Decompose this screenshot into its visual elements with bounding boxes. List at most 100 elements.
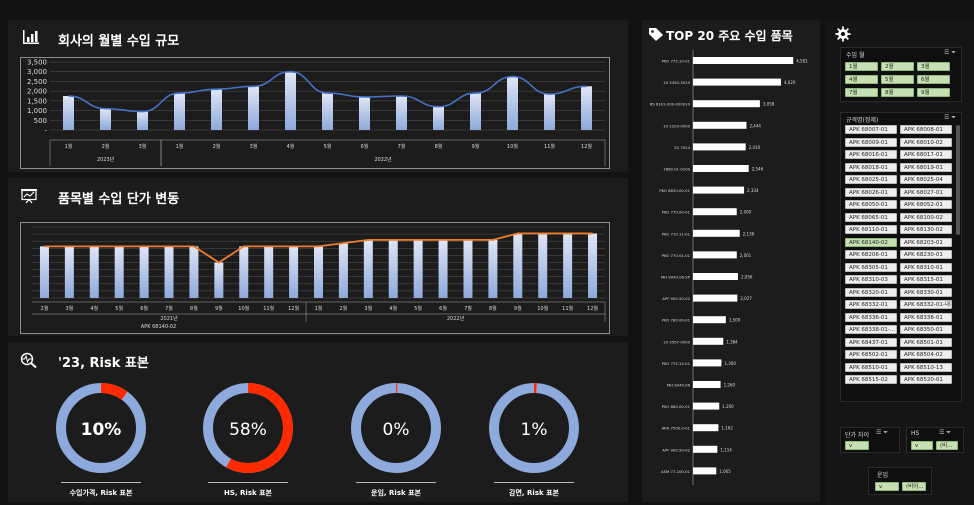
filter-icon[interactable]: ☰ ⏷: [876, 429, 889, 436]
hs-slicer[interactable]: HS ☰ ⏷ v (비...: [906, 427, 964, 453]
donut-caption: HS, Risk 표본: [224, 489, 272, 497]
hs-option[interactable]: (비...: [936, 441, 958, 450]
month-option[interactable]: 6월: [917, 75, 950, 84]
x-tick-label: 11월: [544, 143, 555, 150]
spec-option[interactable]: APK 68310-01: [900, 262, 952, 272]
month-option[interactable]: 7월: [845, 88, 878, 97]
spec-option[interactable]: APK 68501-01: [900, 337, 952, 347]
donut-chart: 0%: [351, 383, 441, 473]
x-tick-label: 4월: [389, 305, 397, 312]
x-tick-label: 5월: [414, 305, 422, 312]
spec-option[interactable]: APK 68310-03: [845, 275, 897, 284]
bar: [363, 239, 373, 298]
spec-option[interactable]: APK 68350-01: [900, 325, 952, 334]
spec-option[interactable]: APK 68007-01: [845, 125, 897, 134]
spec-option[interactable]: APK 68502-01: [845, 350, 897, 359]
month-option[interactable]: 8월: [881, 88, 914, 97]
spec-option[interactable]: APK 68336-01: [845, 312, 897, 322]
bar: [64, 246, 74, 298]
price-diff-slicer[interactable]: 단가 차이 ☰ ⏷ v: [840, 427, 900, 453]
bar: [693, 402, 720, 410]
bar: [114, 246, 124, 298]
bar: [588, 233, 598, 298]
donut-value: 10%: [81, 420, 122, 440]
spec-option[interactable]: APK 68110-01: [845, 225, 897, 234]
spec-option[interactable]: APK 68027-01: [900, 187, 952, 197]
spec-option[interactable]: APK 68203-01: [900, 237, 952, 247]
data-label: 2,001: [740, 253, 752, 258]
spec-option[interactable]: APK 68320-01: [845, 287, 897, 297]
x-tick-label: 4월: [90, 305, 98, 312]
filter-icon[interactable]: ☰ ⏷: [944, 114, 957, 121]
month-option[interactable]: 4월: [845, 75, 878, 84]
spec-option[interactable]: APK 68016-01: [845, 150, 897, 159]
spec-option[interactable]: APK 68437-01: [845, 337, 897, 347]
bar: [338, 243, 348, 298]
spec-option[interactable]: APK 68315-01: [900, 275, 952, 284]
spec-option[interactable]: APK 68230-01: [900, 250, 952, 259]
data-label: 4,020: [784, 80, 796, 85]
freight-slicer-title: 운임: [877, 472, 889, 479]
bar: [693, 316, 726, 324]
risk-sample-panel: [8, 342, 628, 502]
spec-option[interactable]: APK 68510-01: [845, 362, 897, 372]
month-option[interactable]: 3월: [917, 62, 950, 71]
spec-option[interactable]: APK 68332-01-내부: [900, 300, 952, 309]
bar: [693, 57, 794, 64]
spec-option[interactable]: APK 68504-02: [900, 350, 952, 359]
freight-option[interactable]: v: [875, 482, 899, 491]
x-tick-label: 3월: [139, 143, 147, 150]
spec-option[interactable]: APK 68100-02: [900, 212, 952, 222]
hs-option[interactable]: v: [911, 441, 933, 450]
spec-option[interactable]: APK 68130-02: [900, 225, 952, 234]
spec-option[interactable]: APK 68332-01: [845, 300, 897, 309]
month-option[interactable]: 1월: [845, 62, 878, 71]
spec-option[interactable]: APK 68026-01: [845, 187, 897, 197]
spec-option[interactable]: APK 68018-01: [845, 162, 897, 172]
filter-icon[interactable]: ☰ ⏷: [944, 49, 957, 56]
freight-slicer[interactable]: 운임 v (비어...: [868, 467, 932, 495]
x-tick-label: 2월: [340, 305, 348, 312]
spec-option[interactable]: APK 68520-01: [900, 375, 952, 384]
spec-option[interactable]: APK 68025-04: [900, 175, 952, 184]
category-label: ASM 77.200-01: [661, 469, 691, 474]
spec-option[interactable]: APK 68140-02: [845, 237, 897, 247]
filter-icon[interactable]: ☰ ⏷: [939, 429, 952, 436]
spec-option[interactable]: APK 68330-01: [900, 287, 952, 297]
x-tick-label: 7월: [464, 305, 472, 312]
spec-slicer[interactable]: 규격명(정제) ☰ ⏷ APK 68007-01 APK 68008-01 APK …: [840, 112, 962, 402]
bar: [507, 76, 518, 130]
x-tick-label: 7월: [165, 305, 173, 312]
bar: [470, 93, 481, 130]
gear-icon[interactable]: [834, 26, 852, 42]
spec-option[interactable]: APK 68206-01: [845, 250, 897, 259]
donut-value: 0%: [383, 420, 410, 440]
spec-option[interactable]: APK 68017-01: [900, 150, 952, 159]
bar: [289, 246, 299, 298]
spec-option[interactable]: APK 68025-01: [845, 175, 897, 184]
month-option[interactable]: 5월: [881, 75, 914, 84]
spec-option[interactable]: APK 68010-02: [900, 137, 952, 147]
spec-option[interactable]: APK 68019-01: [900, 162, 952, 172]
spec-option[interactable]: APK 68515-02: [845, 375, 897, 384]
slicer-scrollbar[interactable]: [956, 125, 960, 235]
spec-option[interactable]: APK 68050-01: [845, 200, 897, 209]
spec-option[interactable]: APK 68510-13: [900, 362, 952, 372]
data-label: 2,546: [752, 167, 764, 172]
month-option[interactable]: 2월: [881, 62, 914, 71]
x-tick-label: 1월: [65, 143, 73, 150]
spec-option[interactable]: APK 68065-01: [845, 212, 897, 222]
price-diff-option[interactable]: v: [845, 441, 869, 450]
spec-option[interactable]: APK 68052-01: [900, 200, 952, 209]
spec-option[interactable]: APK 68305-01: [845, 262, 897, 272]
spec-option[interactable]: APK 68009-01: [845, 137, 897, 147]
spec-option[interactable]: APK 68008-01: [900, 125, 952, 134]
category-label: APF 900.50-02: [662, 447, 690, 452]
bar: [538, 233, 548, 298]
month-slicer[interactable]: 수입 월 ☰ ⏷ 1월 2월 3월 4월 5월 6월 7월 8월 9월: [840, 47, 962, 102]
freight-option[interactable]: (비어...: [902, 482, 926, 491]
month-option[interactable]: 9월: [917, 88, 950, 97]
category-label: PKO 770.00-01: [662, 210, 691, 215]
spec-option[interactable]: APK 68338-01: [900, 312, 952, 322]
spec-option[interactable]: APK 68338-01-...: [845, 325, 897, 334]
